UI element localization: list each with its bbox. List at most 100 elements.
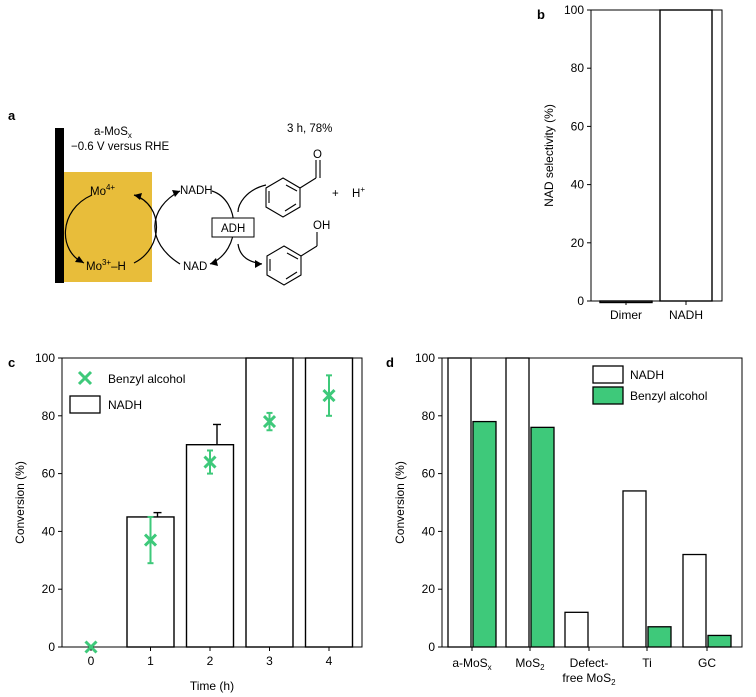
- legend-nadh-label: NADH: [108, 398, 142, 412]
- panel-label-b: b: [537, 7, 545, 22]
- enzyme-arrowhead-nad: [210, 258, 218, 266]
- x-tick-label-sub: 2: [540, 663, 545, 672]
- product-arrow: [237, 243, 263, 265]
- nadh-bar: [682, 553, 707, 648]
- y-tick-label: 100: [564, 3, 584, 17]
- nadh-bar: [564, 611, 589, 648]
- nadh-bar: [185, 444, 235, 648]
- x-tick-label: Dimer: [610, 308, 642, 322]
- y-tick-label: 60: [42, 467, 56, 481]
- y-tick-label: 20: [571, 236, 585, 250]
- legend-benzyl-marker: [77, 370, 93, 386]
- potential-label: −0.6 V versus RHE: [71, 141, 169, 153]
- nadh-bar: [505, 357, 530, 648]
- conditions-label: 3 h, 78%: [287, 123, 332, 135]
- x-tick-label: 3: [266, 654, 273, 668]
- x-tick-label: Defect-: [570, 656, 609, 670]
- x-tick-label: MoS2: [515, 656, 545, 672]
- aldehyde-o-label: O: [313, 149, 322, 161]
- nadh-bar: [447, 357, 472, 648]
- x-tick-label-main: MoS: [515, 656, 540, 670]
- x-tick-label: GC: [698, 656, 716, 670]
- plus-sign: +: [332, 188, 339, 200]
- chart-c-conversion-vs-time: 0 20 40 60 80 100 Conversion (%) 0 1 2 3 4 Benzyl al…: [13, 351, 363, 693]
- bar-nadh: [659, 9, 713, 302]
- x-tick-label-line2: free MoS2: [562, 671, 616, 687]
- x-tick-label: 0: [88, 654, 95, 668]
- proton-label: H+: [352, 185, 365, 200]
- y-tick-label: 40: [422, 524, 436, 538]
- mo3-h-label: Mo3+–H: [86, 258, 126, 273]
- benzyl-alcohol-point: [262, 415, 277, 429]
- adh-box: [211, 217, 255, 238]
- nadh-label: NADH: [180, 185, 213, 197]
- legend-benzyl-swatch: [592, 386, 624, 405]
- x-tick-label-main: GC: [698, 656, 716, 670]
- benzyl-alcohol-point: [322, 389, 336, 403]
- marker-stroke: [77, 370, 93, 386]
- benzyl-alcohol-structure: [266, 232, 318, 286]
- benzyl-alcohol-bar: [647, 626, 672, 648]
- marker-stroke: [203, 455, 217, 469]
- y-tick-label: 80: [571, 61, 585, 75]
- legend-nadh-swatch: [69, 395, 101, 414]
- x-tick-label-main: free MoS: [562, 671, 611, 685]
- x-tick-label: 4: [326, 654, 333, 668]
- x-tick-label: a-MoSx: [452, 656, 491, 672]
- x-tick-label: 1: [147, 654, 154, 668]
- legend-benzyl-label: Benzyl alcohol: [630, 389, 707, 403]
- y-tick-label: 60: [422, 467, 436, 481]
- panel-label-d: d: [386, 355, 394, 370]
- y-tick-label: 60: [571, 119, 585, 133]
- benzyl-alcohol-bar: [472, 420, 497, 648]
- mo4-label: Mo4+: [90, 183, 115, 198]
- x-tick-label-main: Defect-: [570, 656, 609, 670]
- y-tick-label: 0: [577, 294, 584, 308]
- electrode-region: [62, 172, 152, 282]
- x-axis-label: Time (h): [190, 679, 234, 693]
- nadh-bar: [622, 490, 647, 648]
- x-tick-label-main: a-MoS: [452, 656, 487, 670]
- cycle-arrowhead-left: [75, 256, 84, 263]
- plot-frame: [590, 9, 723, 302]
- cycle-arrowhead-right: [134, 193, 142, 200]
- legend-nadh-label: NADH: [630, 368, 664, 382]
- adh-label: ADH: [221, 223, 245, 235]
- chart-b-nad-selectivity: 0 20 40 60 80 100 NAD selectivity (%) Dimer NADH: [542, 3, 723, 322]
- y-axis-label: Conversion (%): [13, 461, 27, 544]
- y-tick-label: 40: [571, 178, 585, 192]
- product-arrowhead: [255, 260, 262, 268]
- y-tick-label: 100: [35, 351, 55, 365]
- nadh-bar: [245, 357, 294, 648]
- nad-label: NAD: [183, 261, 207, 273]
- substrate-arrow: [237, 184, 267, 213]
- x-tick-label-sub: x: [488, 663, 492, 672]
- panel-label-a: a: [8, 108, 16, 123]
- legend-benzyl-label: Benzyl alcohol: [108, 372, 185, 386]
- benzyl-alcohol-point: [84, 640, 98, 654]
- legend-nadh-swatch: [592, 365, 624, 384]
- x-tick-label: Ti: [642, 656, 652, 670]
- y-tick-label: 20: [42, 582, 56, 596]
- benzyl-alcohol-point: [143, 533, 158, 547]
- x-tick-label: NADH: [669, 308, 703, 322]
- marker-stroke: [143, 533, 158, 547]
- x-tick-label-sub: 2: [611, 678, 616, 687]
- benzyl-alcohol-bar: [530, 426, 555, 648]
- y-axis-label: NAD selectivity (%): [542, 104, 556, 207]
- cycle-arrow-left: [64, 194, 93, 264]
- x-tick-label-main: Ti: [642, 656, 652, 670]
- plot-frame: [441, 357, 743, 648]
- x-tick-label: 2: [207, 654, 214, 668]
- enzyme-arrow-nad-to-nadh: [154, 190, 181, 265]
- y-tick-label: 40: [42, 524, 56, 538]
- cycle-arrow-right: [133, 194, 157, 264]
- marker-stroke: [322, 389, 336, 403]
- y-tick-label: 0: [48, 640, 55, 654]
- y-axis-label: Conversion (%): [393, 461, 407, 544]
- reaction-schematic: a-MoSx −0.6 V versus RHE Mo4+ Mo3+–H NAD…: [55, 123, 365, 286]
- y-tick-label: 80: [42, 409, 56, 423]
- panel-label-c: c: [8, 355, 15, 370]
